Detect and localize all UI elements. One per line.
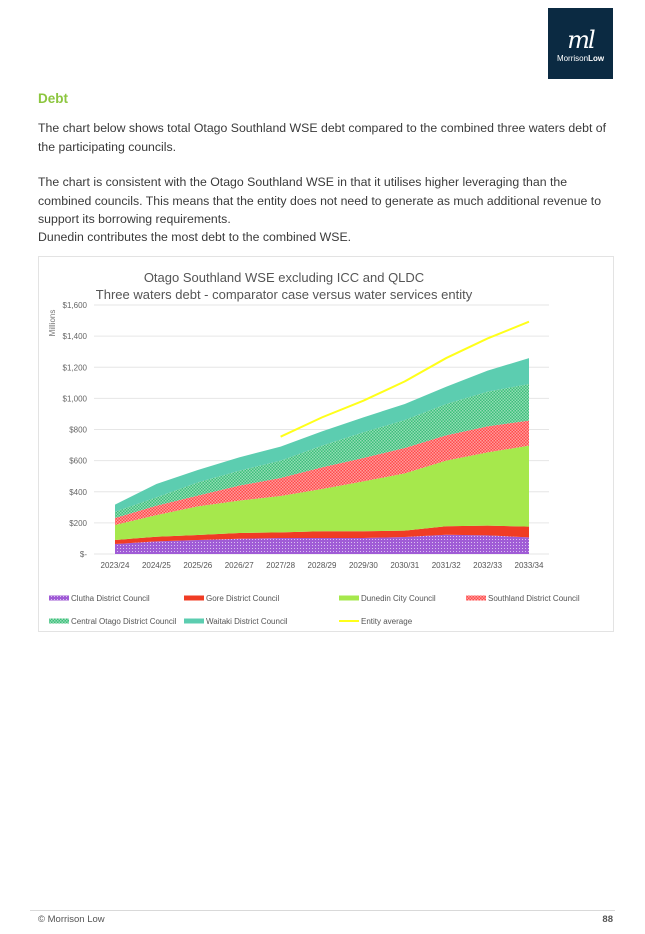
section-heading: Debt [38, 91, 68, 106]
legend-swatch [184, 595, 204, 601]
legend-swatch [49, 595, 69, 601]
legend-swatch [339, 620, 359, 622]
x-tick-label: 2032/33 [473, 561, 502, 570]
area-dunedin-city-council [115, 445, 529, 540]
y-tick-label: $400 [69, 488, 87, 497]
legend-label: Gore District Council [206, 594, 280, 603]
legend-swatch [339, 595, 359, 601]
legend-item: Gore District Council [184, 594, 280, 603]
legend-label: Waitaki District Council [206, 617, 288, 626]
x-tick-label: 2023/24 [101, 561, 130, 570]
area-southland-district-council [115, 420, 529, 526]
x-tick-label: 2025/26 [183, 561, 212, 570]
area-gore-district-council [115, 525, 529, 545]
chart-subtitle: Three waters debt - comparator case vers… [96, 287, 473, 302]
y-tick-label: $600 [69, 457, 87, 466]
area-waitaki-district-council [115, 358, 529, 512]
legend-item: Entity average [339, 617, 413, 626]
page-number: 88 [602, 914, 613, 925]
legend-item: Southland District Council [466, 594, 580, 603]
x-tick-label: 2026/27 [225, 561, 254, 570]
y-axis-label: Millions [48, 310, 57, 337]
legend-item: Waitaki District Council [184, 617, 288, 626]
paragraph-3: Dunedin contributes the most debt to the… [38, 230, 352, 244]
footer-copyright: © Morrison Low [38, 914, 105, 925]
y-tick-label: $- [80, 550, 87, 559]
legend-label: Entity average [361, 617, 413, 626]
footer-divider [30, 910, 615, 911]
legend-item: Dunedin City Council [339, 594, 436, 603]
x-tick-label: 2033/34 [515, 561, 544, 570]
x-tick-label: 2029/30 [349, 561, 378, 570]
x-tick-label: 2028/29 [308, 561, 337, 570]
legend-label: Southland District Council [488, 594, 580, 603]
legend-swatch [466, 595, 486, 601]
legend-swatch [49, 618, 69, 624]
debt-chart: Otago Southland WSE excluding ICC and QL… [38, 256, 614, 632]
y-tick-label: $1,400 [63, 332, 88, 341]
legend-item: Central Otago District Council [49, 617, 177, 626]
legend-label: Clutha District Council [71, 594, 150, 603]
legend-swatch [184, 618, 204, 624]
y-tick-label: $800 [69, 426, 87, 435]
y-tick-label: $1,200 [63, 363, 88, 372]
chart-svg: Otago Southland WSE excluding ICC and QL… [48, 270, 580, 626]
paragraph-2: The chart is consistent with the Otago S… [38, 175, 602, 226]
legend-label: Central Otago District Council [71, 617, 177, 626]
x-tick-label: 2024/25 [142, 561, 171, 570]
legend-label: Dunedin City Council [361, 594, 436, 603]
chart-title: Otago Southland WSE excluding ICC and QL… [144, 270, 424, 285]
area-clutha-district-council [115, 534, 529, 554]
paragraph-1: The chart below shows total Otago Southl… [38, 121, 607, 154]
legend-item: Clutha District Council [49, 594, 150, 603]
area-central-otago-district-council [115, 384, 529, 519]
x-tick-label: 2030/31 [390, 561, 419, 570]
line-entity-average [280, 320, 530, 438]
y-tick-label: $200 [69, 519, 87, 528]
morrison-low-logo: ml MorrisonLow [548, 8, 613, 79]
logo-name: MorrisonLow [556, 54, 605, 63]
x-tick-label: 2031/32 [432, 561, 461, 570]
logo-mark: ml [567, 26, 595, 54]
y-tick-label: $1,000 [63, 394, 88, 403]
y-tick-label: $1,600 [63, 301, 88, 310]
x-tick-label: 2027/28 [266, 561, 295, 570]
